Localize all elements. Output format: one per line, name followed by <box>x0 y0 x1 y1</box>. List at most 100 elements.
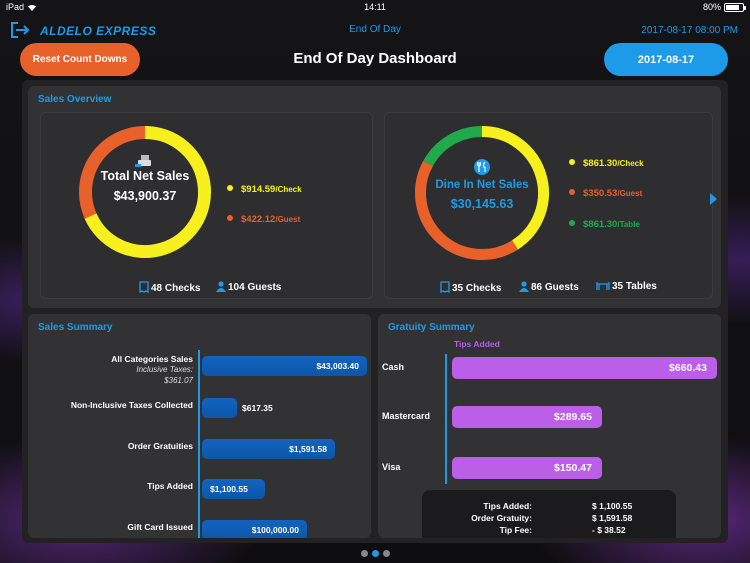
status-bar: iPad 14:11 80% <box>0 0 750 14</box>
sales-summary-value: $617.35 <box>242 403 273 413</box>
sales-summary-value: $100,000.00 <box>251 525 299 535</box>
dine-in-per-guest: $350.53/Guest <box>569 188 642 199</box>
next-chart-arrow-icon[interactable] <box>710 193 717 205</box>
header-datetime: 2017-08-17 08:00 PM <box>641 25 738 36</box>
dine-in-per-table: $861.30/Table <box>569 219 640 230</box>
sales-summary-value: $43,003.40 <box>316 361 359 371</box>
gratuity-summary-panel: Gratuity Summary Tips Added Cash $660.43 M… <box>378 314 721 538</box>
total-per-guest: $422.12/Guest <box>227 214 300 225</box>
gratuity-bar[interactable] <box>452 406 602 428</box>
battery-status: 80% <box>702 2 746 12</box>
sales-summary-bar[interactable] <box>202 520 307 538</box>
gratuity-bar-label: Cash <box>382 362 405 372</box>
gratuity-total-value: - $ 38.52 <box>592 525 626 535</box>
sales-summary-value: $1,591.58 <box>289 444 327 454</box>
sales-summary-label: Tips Added <box>147 481 193 491</box>
logout-icon[interactable] <box>10 21 30 39</box>
gratuity-bar-value: $150.47 <box>554 462 592 474</box>
dine-in-per-check: $861.30/Check <box>569 158 644 169</box>
receipt-icon <box>139 281 149 294</box>
sales-summary-label: Non-Inclusive Taxes Collected <box>70 400 193 410</box>
page-dot[interactable] <box>371 550 379 557</box>
sales-summary-label: Order Gratuities <box>127 441 193 451</box>
status-time: 14:11 <box>364 2 386 12</box>
inclusive-taxes-value: $361.07 <box>164 376 193 385</box>
battery-icon <box>724 2 746 12</box>
guest-icon <box>519 281 529 292</box>
legend-dot <box>569 220 575 226</box>
total-net-sales-donut <box>79 126 211 258</box>
gratuity-bar[interactable] <box>452 357 717 379</box>
battery-fill <box>726 4 739 10</box>
dine-in-tables-count: 35 Tables <box>596 281 657 292</box>
guest-icon <box>216 281 226 292</box>
legend-dot <box>227 215 233 221</box>
gratuity-bar[interactable] <box>452 457 602 479</box>
dine-in-center: Dine In Net Sales $30,145.63 <box>414 159 550 211</box>
inclusive-taxes-label: Inclusive Taxes: <box>136 365 193 374</box>
battery-percent: 80% <box>702 2 721 12</box>
total-net-sales-center: Total Net Sales $43,900.37 <box>78 153 212 203</box>
dining-icon <box>474 159 490 175</box>
legend-dot <box>227 185 233 191</box>
legend-dot <box>569 159 575 165</box>
sales-summary-bar[interactable] <box>202 356 367 376</box>
brand-logo: ALDELO EXPRESS <box>40 24 157 38</box>
sales-summary-bar[interactable] <box>202 398 237 418</box>
sales-summary-label: Gift Card Issued <box>127 522 193 532</box>
page-dot[interactable] <box>360 550 368 557</box>
total-per-check: $914.59/Check <box>227 184 302 195</box>
top-header: ALDELO EXPRESS End Of Day 2017-08-17 08:… <box>0 18 750 42</box>
sales-summary-panel: Sales Summary All Categories Sales Inclus… <box>28 314 371 538</box>
gratuity-axis <box>445 354 447 484</box>
gratuity-total-label: Tips Added: <box>483 501 532 511</box>
dine-in-net-sales-card[interactable]: Dine In Net Sales $30,145.63 $861.30/Che… <box>384 112 713 299</box>
gratuity-total-value: $ 1,591.58 <box>592 513 633 523</box>
dine-in-guests-count: 86 Guests <box>519 281 579 293</box>
page-title: End Of Day Dashboard <box>293 50 457 67</box>
gratuity-summary-title: Gratuity Summary <box>388 322 475 333</box>
total-net-sales-label: Total Net Sales <box>100 169 190 183</box>
screen-title: End Of Day <box>349 24 401 35</box>
dine-in-net-sales-amount: $30,145.63 <box>450 197 514 211</box>
legend-dot <box>569 189 575 195</box>
cash-register-icon <box>135 155 151 167</box>
dine-in-net-sales-label: Dine In Net Sales <box>435 179 529 191</box>
sales-summary-title: Sales Summary <box>38 322 113 333</box>
date-picker-button[interactable]: 2017-08-17 <box>604 43 728 76</box>
table-icon <box>596 282 610 290</box>
sales-summary-label: All Categories Sales <box>111 354 193 364</box>
dashboard-frame: Sales Overview Total Net Sales $43,900.3… <box>22 80 728 543</box>
gratuity-total-label: Tip Fee: <box>499 525 532 535</box>
gratuity-legend: Tips Added <box>454 339 500 349</box>
gratuity-total-label: Order Gratuity: <box>471 513 532 523</box>
sales-overview-title: Sales Overview <box>38 94 112 105</box>
sales-summary-bar[interactable] <box>202 439 335 459</box>
dine-in-donut-segment-guest <box>415 160 518 260</box>
sales-summary-bar[interactable] <box>202 479 265 499</box>
receipt-icon <box>440 281 450 294</box>
sales-summary-value: $1,100.55 <box>210 484 248 494</box>
device-label: iPad <box>6 2 37 12</box>
gratuity-bar-label: Visa <box>382 462 401 472</box>
total-checks-count: 48 Checks <box>138 281 200 294</box>
gratuity-bar-label: Mastercard <box>382 411 431 421</box>
sales-overview-panel: Sales Overview Total Net Sales $43,900.3… <box>28 86 721 308</box>
dine-in-net-sales-donut <box>415 126 549 260</box>
dine-in-donut-segment-table <box>423 126 483 167</box>
total-donut-segment-check <box>84 126 211 258</box>
gratuity-totals-box: Tips Added: $ 1,100.55 Order Gratuity: $ 1,… <box>422 490 676 538</box>
gratuity-bar-value: $289.65 <box>554 411 592 423</box>
total-net-sales-card[interactable]: Total Net Sales $43,900.37 $914.59/Check… <box>40 112 373 299</box>
reset-count-downs-button[interactable]: Reset Count Downs <box>20 43 140 76</box>
gratuity-bar-value: $660.43 <box>669 362 707 374</box>
gratuity-total-value: $ 1,100.55 <box>592 501 633 511</box>
total-net-sales-amount: $43,900.37 <box>113 189 177 203</box>
wifi-icon <box>28 4 37 11</box>
page-dot[interactable] <box>382 550 390 557</box>
total-donut-segment-guest <box>79 126 146 219</box>
total-guests-count: 104 Guests <box>216 281 281 293</box>
dine-in-donut-segment-check <box>481 126 549 250</box>
sales-summary-axis <box>198 350 200 538</box>
dine-in-checks-count: 35 Checks <box>439 281 501 294</box>
